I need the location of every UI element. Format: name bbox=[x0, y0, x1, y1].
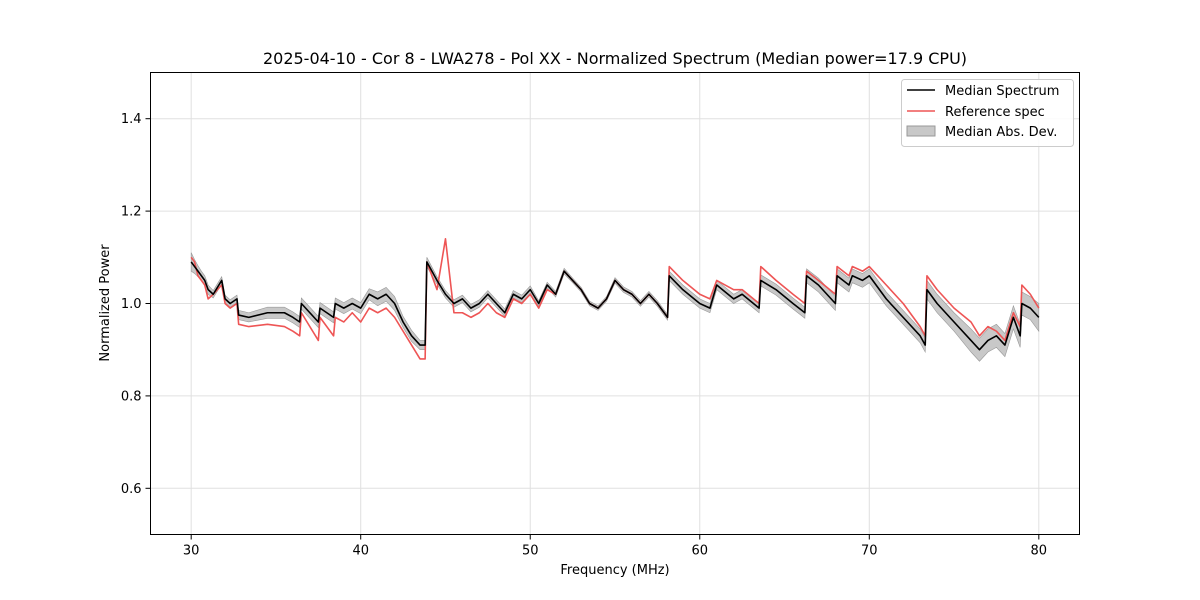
y-tick-label: 1.2 bbox=[121, 205, 142, 220]
chart-title: 2025-04-10 - Cor 8 - LWA278 - Pol XX - N… bbox=[263, 49, 967, 68]
x-axis-label: Frequency (MHz) bbox=[560, 563, 669, 578]
legend-median-label: Median Spectrum bbox=[945, 84, 1059, 99]
legend-mad-swatch bbox=[906, 125, 936, 137]
x-tick-label: 70 bbox=[861, 544, 878, 559]
y-tick-label: 0.6 bbox=[121, 482, 142, 497]
x-tick-label: 80 bbox=[1031, 544, 1048, 559]
legend-mad-label: Median Abs. Dev. bbox=[945, 125, 1057, 140]
legend-box bbox=[901, 79, 1074, 147]
axis-ticks: 30 40 50 60 70 80 0.6 0.8 1.0 1.2 1.4 bbox=[121, 112, 1047, 558]
series-lines bbox=[190, 238, 1040, 360]
y-tick-label: 0.8 bbox=[121, 389, 142, 404]
y-tick-label: 1.0 bbox=[121, 297, 142, 312]
legend: Median Spectrum Reference spec Median Ab… bbox=[901, 79, 1074, 147]
x-tick-label: 40 bbox=[352, 544, 369, 559]
y-tick-label: 1.4 bbox=[121, 112, 142, 127]
x-tick-label: 60 bbox=[691, 544, 708, 559]
y-axis-label: Normalized Power bbox=[98, 244, 113, 362]
median-spectrum-line bbox=[190, 261, 1040, 351]
x-tick-label: 50 bbox=[522, 544, 539, 559]
x-tick-label: 30 bbox=[183, 544, 200, 559]
legend-reference-label: Reference spec bbox=[945, 105, 1045, 120]
